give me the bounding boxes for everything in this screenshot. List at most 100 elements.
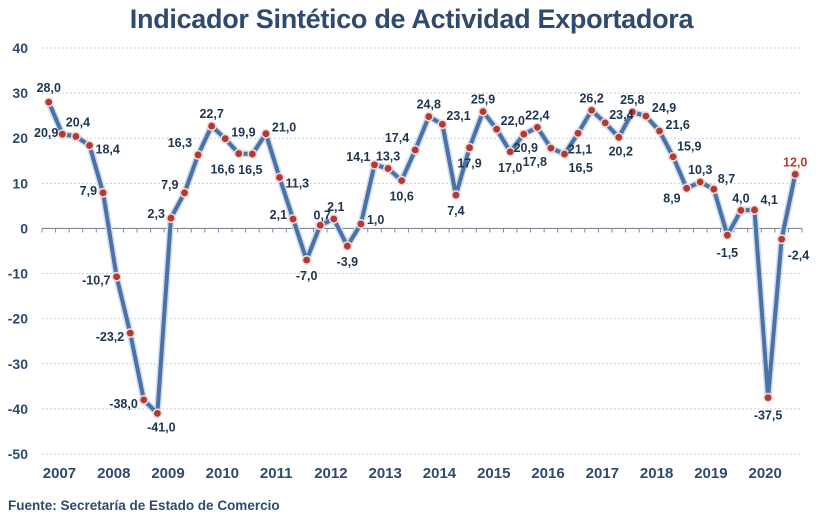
data-label: -3,9 <box>337 255 359 269</box>
data-label: 22,0 <box>501 114 525 128</box>
data-label: 22,4 <box>525 108 549 122</box>
data-label: 18,4 <box>96 142 120 156</box>
data-label: -41,0 <box>147 420 176 434</box>
data-point <box>518 129 529 140</box>
data-label: 11,3 <box>286 176 310 190</box>
data-label: 23,1 <box>446 109 470 123</box>
data-label: 25,8 <box>620 93 644 107</box>
data-labels: 28,0 20,9 20,4 18,4 7,9 -10,7 -23,2 -38,0 -41,0 2… <box>34 81 809 434</box>
data-point <box>152 408 163 419</box>
data-point <box>328 213 339 224</box>
y-axis: 40 30 20 10 0 -10 -20 -30 -40 -50 <box>8 40 28 462</box>
data-point <box>681 183 692 194</box>
data-point <box>708 184 719 195</box>
data-label: 24,8 <box>417 98 441 112</box>
data-point <box>301 255 312 266</box>
x-tick-label: 2014 <box>423 465 457 482</box>
data-point <box>274 172 285 183</box>
data-point <box>410 144 421 155</box>
data-label: 2,3 <box>148 207 165 221</box>
data-point <box>722 230 733 241</box>
x-tick-label: 2009 <box>151 465 184 482</box>
data-label: 20,4 <box>66 115 90 129</box>
data-label: 2,1 <box>270 208 287 222</box>
data-point <box>342 241 353 252</box>
y-tick-label: 40 <box>12 40 28 56</box>
data-label: 15,9 <box>677 140 701 154</box>
data-label: 21,1 <box>568 142 592 156</box>
data-label: -23,2 <box>96 330 125 344</box>
data-point <box>763 392 774 403</box>
data-label: 28,0 <box>37 81 61 95</box>
data-label: 2,1 <box>327 200 344 214</box>
data-point <box>776 234 787 245</box>
data-point <box>790 169 801 180</box>
data-point <box>532 122 543 133</box>
x-tick-label: 2020 <box>749 465 782 482</box>
y-tick-label: 0 <box>20 220 28 236</box>
data-point <box>695 176 706 187</box>
data-label: 22,7 <box>199 107 223 121</box>
data-point <box>654 126 665 137</box>
y-tick-label: -10 <box>8 266 28 282</box>
data-markers <box>43 97 801 419</box>
data-point <box>260 128 271 139</box>
data-label: 17,4 <box>385 131 409 145</box>
data-label: 20,2 <box>609 144 633 158</box>
data-label: 7,4 <box>447 204 464 218</box>
data-point <box>193 149 204 160</box>
data-label: 8,9 <box>663 191 680 205</box>
y-tick-label: 20 <box>12 130 28 146</box>
data-label: 14,1 <box>346 150 370 164</box>
data-label: 25,9 <box>471 93 495 107</box>
y-tick-label: 30 <box>12 85 28 101</box>
x-tick-label: 2013 <box>369 465 402 482</box>
data-label: 16,6 <box>210 163 234 177</box>
data-point <box>423 111 434 122</box>
data-point <box>600 117 611 128</box>
data-point <box>43 97 54 108</box>
data-label: 17,8 <box>523 155 547 169</box>
data-point <box>505 146 516 157</box>
data-point <box>735 205 746 216</box>
data-point <box>233 148 244 159</box>
chart-title: Indicador Sintético de Actividad Exporta… <box>129 4 694 34</box>
data-label: 7,9 <box>80 184 97 198</box>
x-axis: 2007 2008 2009 2010 2011 2012 2013 2014 2015 2016… <box>41 227 803 482</box>
data-point <box>84 140 95 151</box>
data-label: 1,0 <box>367 213 384 227</box>
data-point <box>491 124 502 135</box>
data-point <box>179 187 190 198</box>
data-point <box>111 271 122 282</box>
x-tick-label: 2008 <box>97 465 130 482</box>
x-tick-label: 2011 <box>260 465 293 482</box>
source-note: Fuente: Secretaría de Estado de Comercio <box>8 498 280 513</box>
data-label: 4,1 <box>761 193 778 207</box>
data-label: 26,2 <box>579 91 603 105</box>
x-tick-label: 2019 <box>694 465 727 482</box>
data-point <box>383 163 394 174</box>
data-point <box>749 204 760 215</box>
data-label: -7,0 <box>296 269 318 283</box>
data-label: 16,5 <box>238 163 262 177</box>
y-tick-label: 10 <box>12 175 28 191</box>
data-point <box>668 151 679 162</box>
x-tick-label: 2018 <box>640 465 673 482</box>
data-label: 10,3 <box>688 163 712 177</box>
data-point <box>315 220 326 231</box>
data-label: 24,9 <box>652 101 676 115</box>
data-point <box>138 394 149 405</box>
data-point <box>437 119 448 130</box>
data-point <box>586 105 597 116</box>
data-label: 20,9 <box>34 126 58 140</box>
data-point <box>613 132 624 143</box>
x-tick-label: 2017 <box>586 465 619 482</box>
x-tick-label: 2007 <box>43 465 76 482</box>
data-label: 21,0 <box>272 121 296 135</box>
data-label: 17,9 <box>457 157 481 171</box>
data-point <box>206 121 217 132</box>
data-label: 10,6 <box>389 190 413 204</box>
data-label: 16,3 <box>168 136 192 150</box>
data-point <box>559 149 570 160</box>
data-point <box>369 159 380 170</box>
